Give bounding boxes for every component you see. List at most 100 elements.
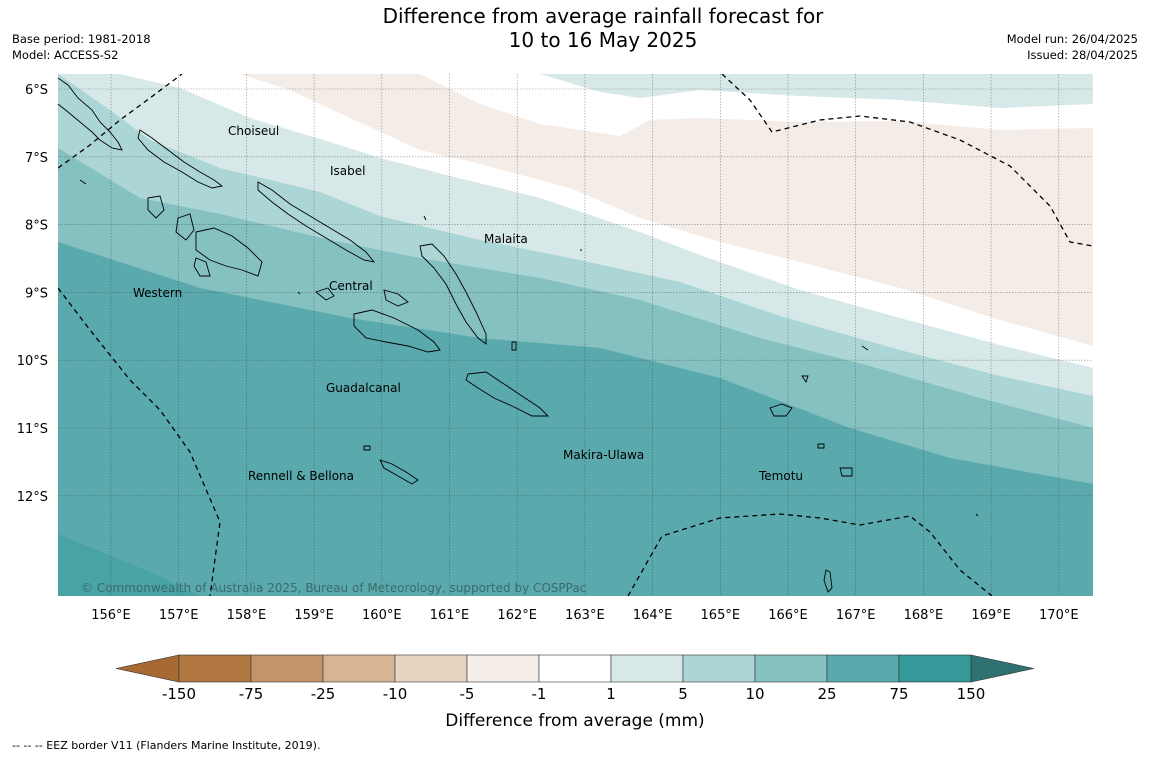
longitude-label: 156°E bbox=[91, 608, 131, 623]
eez-border-north-east bbox=[721, 74, 1093, 247]
western-islands bbox=[195, 227, 263, 277]
model-text: Model: ACCESS-S2 bbox=[12, 48, 119, 62]
longitude-labels: 156°E 157°E 158°E 159°E 160°E 161°E 162°E 163°E… bbox=[91, 608, 1078, 623]
rainfall-map: Choiseul Isabel Malaita Western Central … bbox=[58, 74, 1093, 596]
longitude-label: 160°E bbox=[362, 608, 402, 623]
colorbar-segment bbox=[754, 654, 828, 683]
colorbar-segment bbox=[178, 654, 252, 683]
choiseul-island bbox=[137, 129, 224, 189]
colorbar-tick-label: -75 bbox=[239, 685, 264, 703]
longitude-label: 159°E bbox=[294, 608, 334, 623]
chart-title-line1: Difference from average rainfall forecas… bbox=[382, 4, 824, 28]
latitude-label: 12°S bbox=[17, 490, 48, 505]
longitude-label: 166°E bbox=[768, 608, 808, 623]
colorbar-tick-label: 5 bbox=[678, 685, 688, 703]
colorbar-segment bbox=[898, 654, 972, 683]
longitude-label: 165°E bbox=[701, 608, 741, 623]
meta-right: Model run: 26/04/2025 Issued: 28/04/2025 bbox=[1007, 31, 1138, 63]
latitude-label: 8°S bbox=[25, 219, 48, 234]
colorbar-segment bbox=[610, 654, 684, 683]
graticule bbox=[58, 74, 1093, 596]
region-label-guadalcanal: Guadalcanal bbox=[326, 381, 401, 395]
latitude-label: 7°S bbox=[25, 151, 48, 166]
model-run-text: Model run: 26/04/2025 bbox=[1006, 32, 1138, 46]
chart-title-line2: 10 to 16 May 2025 bbox=[508, 28, 698, 52]
latitude-label: 6°S bbox=[25, 83, 48, 98]
eez-border-north-west bbox=[58, 74, 183, 169]
colorbar-segment bbox=[394, 654, 468, 683]
colorbar-segment bbox=[538, 654, 612, 683]
colorbar-tick-label: -25 bbox=[311, 685, 336, 703]
santa-cruz-island bbox=[769, 403, 793, 417]
longitude-label: 170°E bbox=[1039, 608, 1079, 623]
latitude-label: 9°S bbox=[25, 286, 48, 301]
band-corner bbox=[58, 534, 200, 596]
colorbar-segment bbox=[466, 654, 540, 683]
malaita-island bbox=[419, 243, 487, 345]
longitude-label: 169°E bbox=[971, 608, 1011, 623]
colorbar-tick-label: 25 bbox=[817, 685, 836, 703]
colorbar: -150 -75 -25 -10 -5 -1 1 5 10 25 75 150 bbox=[115, 654, 1035, 703]
colorbar-segment bbox=[322, 654, 396, 683]
rennell-island bbox=[379, 459, 419, 485]
new-georgia-island bbox=[175, 213, 195, 241]
region-label-malaita: Malaita bbox=[484, 232, 528, 246]
longitude-label: 158°E bbox=[227, 608, 267, 623]
colorbar-extend-low bbox=[115, 654, 180, 683]
small-islet bbox=[79, 179, 979, 517]
region-label-western: Western bbox=[133, 286, 182, 300]
florida-islands bbox=[315, 287, 409, 307]
colorbar-tick-label: -10 bbox=[383, 685, 408, 703]
latitude-labels: 6°S 7°S 8°S 9°S 10°S 11°S 12°S bbox=[17, 83, 48, 505]
vella-lavella-island bbox=[147, 195, 165, 219]
region-label-choiseul: Choiseul bbox=[228, 124, 279, 138]
reef-islands bbox=[801, 375, 809, 384]
bougainville-island bbox=[58, 77, 123, 151]
colorbar-extend-high bbox=[970, 654, 1035, 683]
colorbar-segment bbox=[682, 654, 756, 683]
band-neg5-neg1 bbox=[240, 74, 1093, 346]
ranongga-island bbox=[193, 257, 211, 277]
colorbar-tick-label: 1 bbox=[606, 685, 616, 703]
band-top-1-5 bbox=[540, 74, 1093, 108]
base-period-text: Base period: 1981-2018 bbox=[12, 32, 151, 46]
tikopia-island bbox=[817, 443, 825, 449]
meta-left: Base period: 1981-2018 Model: ACCESS-S2 bbox=[12, 31, 151, 63]
region-label-central: Central bbox=[329, 279, 373, 293]
makira-island bbox=[465, 371, 550, 417]
longitude-label: 161°E bbox=[430, 608, 470, 623]
islands bbox=[58, 77, 979, 593]
anuta-island bbox=[823, 569, 833, 593]
vanikoro-island bbox=[839, 467, 853, 477]
longitude-label: 167°E bbox=[836, 608, 876, 623]
colorbar-title: Difference from average (mm) bbox=[445, 711, 704, 731]
eez-footnote: -- -- -- EEZ border V11 (Flanders Marine… bbox=[12, 739, 321, 752]
region-label-makira-ulawa: Makira-Ulawa bbox=[563, 448, 644, 462]
region-label-isabel: Isabel bbox=[330, 164, 365, 178]
longitude-label: 168°E bbox=[904, 608, 944, 623]
region-label-temotu: Temotu bbox=[758, 469, 803, 483]
colorbar-segment bbox=[826, 654, 900, 683]
eez-border-south-east bbox=[627, 513, 993, 596]
colorbar-tick-label: 150 bbox=[957, 685, 986, 703]
region-labels: Choiseul Isabel Malaita Western Central … bbox=[133, 124, 803, 483]
bellona-island bbox=[363, 445, 371, 451]
latitude-label: 10°S bbox=[17, 354, 48, 369]
eez-borders bbox=[58, 74, 1093, 596]
colorbar-tick-label: 10 bbox=[745, 685, 764, 703]
longitude-label: 157°E bbox=[159, 608, 199, 623]
colorbar-tick-label: 75 bbox=[889, 685, 908, 703]
colorbar-tick-label: -150 bbox=[162, 685, 196, 703]
longitude-label: 163°E bbox=[565, 608, 605, 623]
region-label-rennell-bellona: Rennell & Bellona bbox=[248, 469, 354, 483]
colorbar-segment bbox=[250, 654, 324, 683]
longitude-label: 164°E bbox=[633, 608, 673, 623]
colorbar-tick-label: -5 bbox=[460, 685, 475, 703]
longitude-label: 162°E bbox=[497, 608, 537, 623]
copyright-text: © Commonwealth of Australia 2025, Bureau… bbox=[81, 581, 586, 595]
issued-text: Issued: 28/04/2025 bbox=[1027, 48, 1138, 62]
guadalcanal-island bbox=[353, 309, 441, 353]
isabel-island bbox=[257, 181, 376, 263]
colorbar-tick-label: -1 bbox=[532, 685, 547, 703]
